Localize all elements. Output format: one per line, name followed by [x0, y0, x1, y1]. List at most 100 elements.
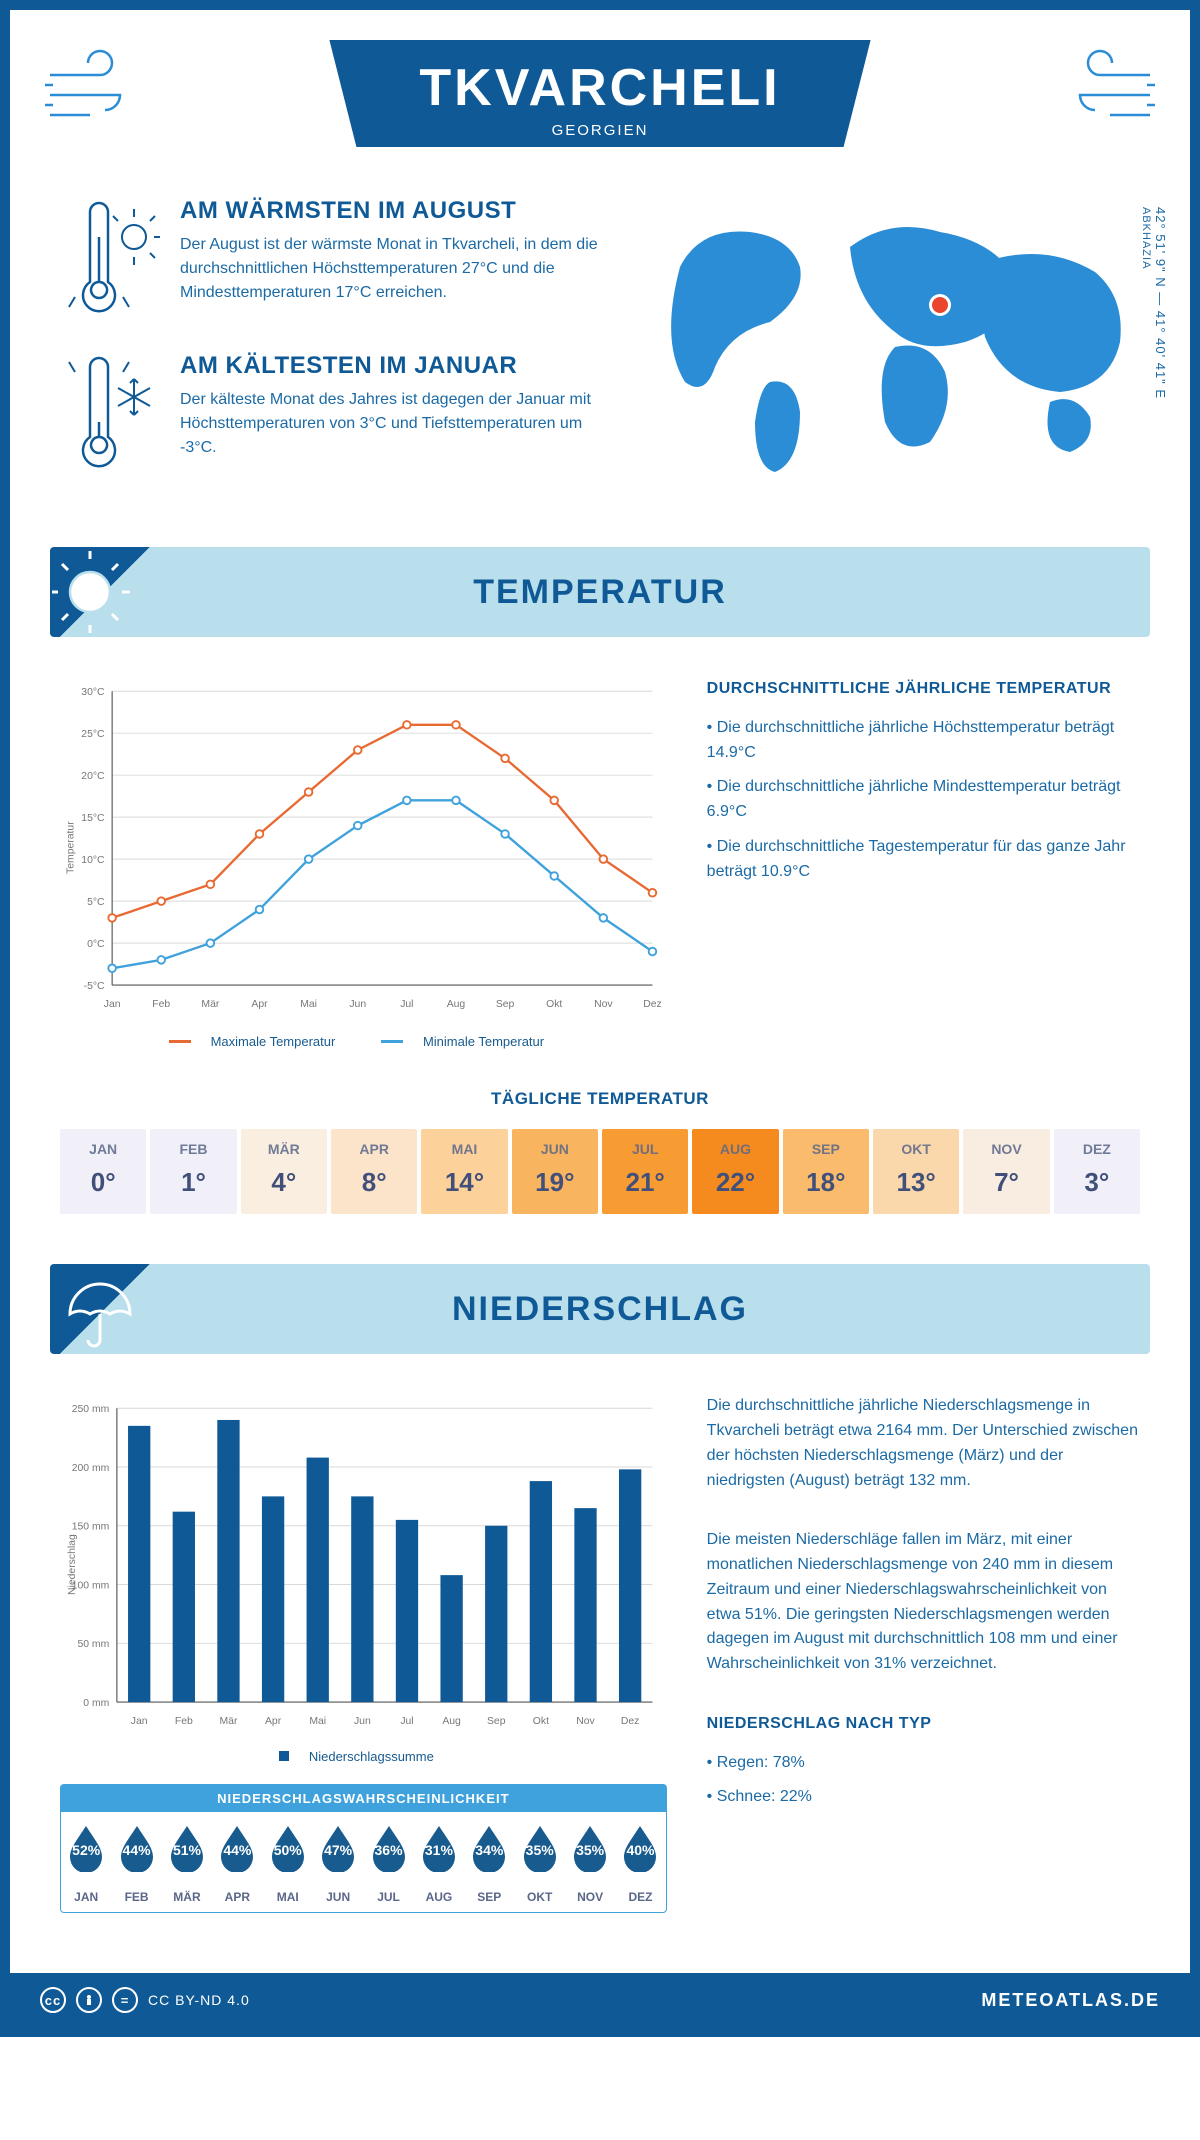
svg-text:25°C: 25°C	[81, 729, 105, 740]
footer-license: cc = CC BY-ND 4.0	[40, 1987, 250, 2013]
precip-type1: • Regen: 78%	[707, 1751, 1140, 1776]
svg-text:Aug: Aug	[442, 1716, 461, 1727]
svg-text:Feb: Feb	[152, 999, 170, 1010]
precip-prob-cell: 50%MAI	[263, 1812, 313, 1912]
fact-warm-title: AM WÄRMSTEN IM AUGUST	[180, 197, 610, 225]
precip-prob-cell: 35%OKT	[515, 1812, 565, 1912]
daily-temp-cell: JAN0°	[60, 1129, 146, 1214]
svg-text:250 mm: 250 mm	[72, 1404, 110, 1415]
precip-prob-cell: 40%DEZ	[615, 1812, 665, 1912]
precip-prob-cell: 35%NOV	[565, 1812, 615, 1912]
svg-text:Jul: Jul	[400, 999, 413, 1010]
intro-row: AM WÄRMSTEN IM AUGUST Der August ist der…	[10, 197, 1190, 547]
temp-text-b2: • Die durchschnittliche jährliche Mindes…	[707, 775, 1140, 825]
daily-temperature: TÄGLICHE TEMPERATUR JAN0°FEB1°MÄR4°APR8°…	[10, 1079, 1190, 1264]
svg-text:Jun: Jun	[349, 999, 366, 1010]
fact-coldest: AM KÄLTESTEN IM JANUAR Der kälteste Mona…	[60, 352, 610, 477]
wind-icon	[1040, 45, 1160, 135]
temp-text-b3: • Die durchschnittliche Tagestemperatur …	[707, 835, 1140, 885]
precip-prob-cell: 47%JUN	[313, 1812, 363, 1912]
facts-column: AM WÄRMSTEN IM AUGUST Der August ist der…	[60, 197, 610, 507]
svg-text:20°C: 20°C	[81, 771, 105, 782]
svg-text:Sep: Sep	[487, 1716, 506, 1727]
precip-text: Die durchschnittliche jährliche Niedersc…	[707, 1394, 1140, 1913]
country-subtitle: GEORGIEN	[419, 122, 780, 139]
svg-text:Apr: Apr	[251, 999, 268, 1010]
svg-text:30°C: 30°C	[81, 687, 105, 698]
map-region-label: ABKHAZIA	[1140, 207, 1152, 269]
svg-text:Aug: Aug	[447, 999, 466, 1010]
legend-min-label: Minimale Temperatur	[423, 1034, 544, 1049]
precip-prob-cell: 36%JUL	[363, 1812, 413, 1912]
temperature-text: DURCHSCHNITTLICHE JÄHRLICHE TEMPERATUR •…	[707, 677, 1140, 1049]
svg-text:50 mm: 50 mm	[77, 1639, 109, 1650]
section-precip-title: NIEDERSCHLAG	[452, 1290, 748, 1329]
svg-text:Sep: Sep	[496, 999, 515, 1010]
svg-text:150 mm: 150 mm	[72, 1522, 110, 1533]
svg-text:15°C: 15°C	[81, 813, 105, 824]
section-temperature-title: TEMPERATUR	[473, 573, 727, 612]
precip-prob-grid: 52%JAN44%FEB51%MÄR44%APR50%MAI47%JUN36%J…	[61, 1812, 666, 1912]
svg-text:Dez: Dez	[643, 999, 662, 1010]
temperature-row: -5°C 0°C 5°C 10°C 15°C 20°C 25°C 30°C Temperatur…	[10, 637, 1190, 1079]
infographic-frame: TKVARCHELI GEORGIEN AM WÄRMSTEN IM AUGUS…	[0, 0, 1200, 2037]
umbrella-icon	[50, 1264, 160, 1354]
svg-text:Jun: Jun	[354, 1716, 371, 1727]
fact-warmest: AM WÄRMSTEN IM AUGUST Der August ist der…	[60, 197, 610, 322]
precip-prob-cell: 51%MÄR	[162, 1812, 212, 1912]
precip-row: 0 mm50 mm100 mm150 mm200 mm250 mmNieders…	[10, 1354, 1190, 1943]
precip-prob-cell: 31%AUG	[414, 1812, 464, 1912]
temperature-legend: Maximale Temperatur Minimale Temperatur	[60, 1031, 667, 1049]
by-icon	[76, 1987, 102, 2013]
svg-text:Nov: Nov	[576, 1716, 595, 1727]
svg-text:Mär: Mär	[201, 999, 219, 1010]
svg-text:200 mm: 200 mm	[72, 1463, 110, 1474]
precip-prob-cell: 44%FEB	[111, 1812, 161, 1912]
precip-type-heading: NIEDERSCHLAG NACH TYP	[707, 1712, 1140, 1737]
section-precip-bar: NIEDERSCHLAG	[50, 1264, 1150, 1354]
license-text: CC BY-ND 4.0	[148, 1992, 250, 2008]
svg-text:Jan: Jan	[131, 1716, 148, 1727]
temp-text-b1: • Die durchschnittliche jährliche Höchst…	[707, 716, 1140, 766]
precip-p2: Die meisten Niederschläge fallen im März…	[707, 1528, 1140, 1677]
svg-text:-5°C: -5°C	[84, 981, 105, 992]
thermometer-sun-icon	[60, 197, 160, 322]
daily-temp-cell: APR8°	[331, 1129, 417, 1214]
daily-temp-cell: FEB1°	[150, 1129, 236, 1214]
world-map	[640, 197, 1140, 482]
svg-text:10°C: 10°C	[81, 855, 105, 866]
fact-cold-title: AM KÄLTESTEN IM JANUAR	[180, 352, 610, 380]
header: TKVARCHELI GEORGIEN	[10, 10, 1190, 197]
svg-text:Nov: Nov	[594, 999, 613, 1010]
map-coords: 42° 51' 9" N — 41° 40' 41" E	[1153, 207, 1168, 399]
legend-max-label: Maximale Temperatur	[211, 1034, 336, 1049]
precip-type2: • Schnee: 22%	[707, 1785, 1140, 1810]
precip-prob-cell: 52%JAN	[61, 1812, 111, 1912]
cc-icon: cc	[40, 1987, 66, 2013]
legend-precip-label: Niederschlagssumme	[309, 1749, 434, 1764]
precip-legend: Niederschlagssumme	[60, 1749, 667, 1765]
wind-icon	[40, 45, 160, 135]
precip-prob-cell: 34%SEP	[464, 1812, 514, 1912]
daily-temp-heading: TÄGLICHE TEMPERATUR	[60, 1089, 1140, 1109]
precip-chart: 0 mm50 mm100 mm150 mm200 mm250 mmNieders…	[60, 1394, 667, 1913]
svg-text:0°C: 0°C	[87, 939, 105, 950]
svg-text:Okt: Okt	[546, 999, 562, 1010]
svg-text:Apr: Apr	[265, 1716, 282, 1727]
svg-text:Temperatur: Temperatur	[65, 821, 76, 874]
title-banner: TKVARCHELI GEORGIEN	[329, 40, 870, 147]
city-title: TKVARCHELI	[419, 58, 780, 118]
svg-text:Mai: Mai	[300, 999, 317, 1010]
svg-text:Feb: Feb	[175, 1716, 193, 1727]
svg-text:5°C: 5°C	[87, 897, 105, 908]
precip-prob-cell: 44%APR	[212, 1812, 262, 1912]
precip-p1: Die durchschnittliche jährliche Niedersc…	[707, 1394, 1140, 1493]
precip-probability-box: NIEDERSCHLAGSWAHRSCHEINLICHKEIT 52%JAN44…	[60, 1784, 667, 1913]
daily-temp-grid: JAN0°FEB1°MÄR4°APR8°MAI14°JUN19°JUL21°AU…	[60, 1129, 1140, 1214]
daily-temp-cell: OKT13°	[873, 1129, 959, 1214]
sun-icon	[50, 547, 160, 637]
daily-temp-cell: AUG22°	[692, 1129, 778, 1214]
map-column: ABKHAZIA 42° 51' 9" N — 41° 40' 41" E	[640, 197, 1140, 507]
svg-text:Niederschlag: Niederschlag	[67, 1534, 78, 1595]
fact-warm-text: Der August ist der wärmste Monat in Tkva…	[180, 233, 610, 305]
